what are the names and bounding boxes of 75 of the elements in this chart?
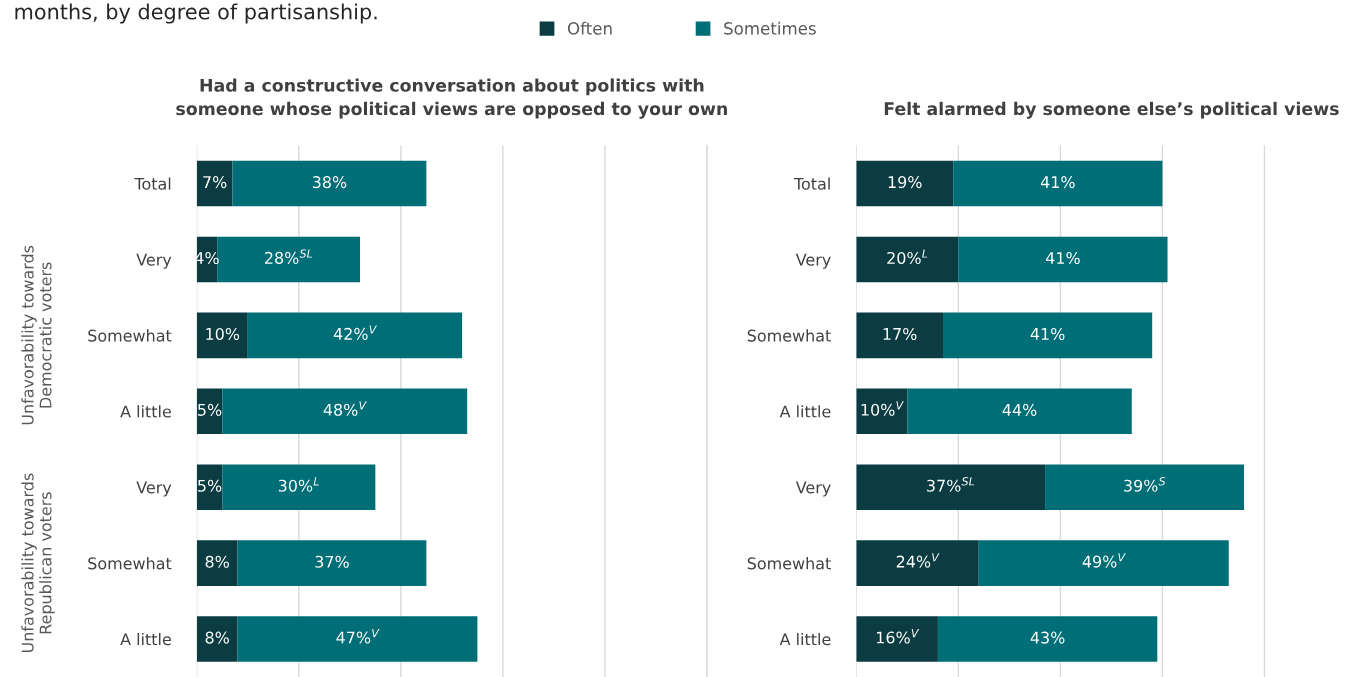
y-tick-label: Very [795,481,831,497]
bar [217,236,361,283]
bar [856,540,979,586]
y-tick-label: A little [120,632,171,646]
data-label: 30%$^{L}$ [278,477,319,492]
bar [237,616,478,662]
data-label: 48%$^{V}$ [323,401,367,416]
data-label: 7% [203,176,227,189]
y-tick-label: Very [795,253,831,269]
bar [958,236,1168,283]
bar [856,236,959,283]
data-label: 5% [198,479,222,492]
data-label: 42%$^{V}$ [333,325,378,340]
text: Unfavorability towards Republican voters [21,473,55,653]
data-label: 41% [1045,251,1080,265]
data-label: 28%$^{SL}$ [265,249,313,264]
data-label: 8% [205,631,229,644]
bar [907,388,1132,435]
bar [856,464,1046,510]
bar [196,464,223,510]
text: Unfavorability towards Democratic voters [21,245,52,425]
bar [196,616,238,662]
data-label: 24%$^{V}$ [896,553,940,568]
bar [856,616,938,662]
y-tick-label: Somewhat [747,329,831,342]
y-tick-label: Total [793,177,830,190]
data-label: 5% [198,403,222,416]
bar [232,160,427,207]
y-tick-label: Very [136,253,172,269]
legend-label: Sometimes [724,21,816,35]
data-label: 41% [1030,327,1065,340]
bar [196,388,223,435]
data-label: 8% [205,555,229,568]
data-label: 49%$^{V}$ [1082,553,1126,568]
bar [856,160,954,207]
bar [937,616,1158,662]
bar [943,312,1153,359]
bar [222,464,376,510]
bar [1045,464,1245,510]
data-label: 10%$^{V}$ [861,401,904,416]
data-label: 20%$^{L}$ [887,249,928,264]
data-label: 17% [883,327,917,340]
bar [953,160,1163,207]
y-tick-label: A little [779,405,831,418]
y-tick-label: Somewhat [747,557,831,570]
data-label: 43% [1030,631,1065,644]
y-tick-label: Somewhat [88,557,172,570]
data-label: 19% [888,176,922,189]
data-label: 44% [1002,403,1037,416]
y-tick-label: Total [134,177,171,190]
data-label: 38% [312,176,347,189]
data-label: 37%$^{SL}$ [927,477,975,492]
data-label: 37% [315,555,349,568]
y-tick-label: A little [120,405,171,418]
data-label: 39%$^{S}$ [1124,477,1166,492]
bar [978,540,1229,586]
y-tick-label: A little [779,632,831,646]
bar [237,540,427,586]
bar [222,388,468,435]
data-label: 41% [1040,176,1075,189]
bar [247,312,463,359]
bar [196,312,248,359]
y-tick-label: Somewhat [88,329,172,342]
data-label: 16%$^{V}$ [876,629,920,644]
chart-title: Felt alarmed by someone else’s political views [884,101,1339,119]
data-label: 10% [206,327,240,340]
text: months, by degree of partisanship. [15,3,377,24]
bar [196,540,238,586]
bar [196,160,233,207]
bar [856,312,944,359]
legend-label: Often [567,21,612,35]
y-tick-label: Very [136,481,172,497]
chart-title: Had a constructive conversation about politics with someone whose political views are opposed to your own [176,78,727,119]
data-label: 47%$^{V}$ [336,629,380,644]
bar [856,388,908,435]
